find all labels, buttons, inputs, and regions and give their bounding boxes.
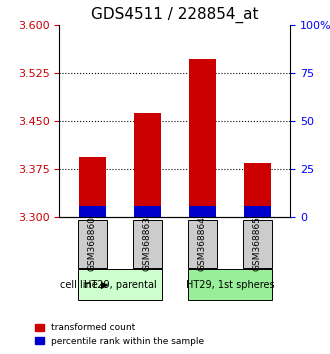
Bar: [189, 59, 216, 217]
FancyBboxPatch shape: [78, 269, 162, 300]
Text: HT29, parental: HT29, parental: [83, 280, 156, 290]
FancyBboxPatch shape: [187, 220, 217, 268]
Text: GSM368865: GSM368865: [253, 216, 262, 271]
Bar: [244, 206, 271, 217]
Bar: [79, 158, 106, 217]
Text: cell line ▶: cell line ▶: [60, 280, 109, 290]
Bar: [189, 206, 216, 217]
Title: GDS4511 / 228854_at: GDS4511 / 228854_at: [91, 7, 259, 23]
FancyBboxPatch shape: [187, 269, 272, 300]
Bar: [244, 162, 271, 217]
Text: GSM368864: GSM368864: [198, 216, 207, 271]
FancyBboxPatch shape: [78, 220, 107, 268]
Text: GSM368860: GSM368860: [88, 216, 97, 271]
FancyBboxPatch shape: [243, 220, 272, 268]
Bar: [134, 206, 161, 217]
Text: HT29, 1st spheres: HT29, 1st spheres: [185, 280, 274, 290]
Bar: [134, 113, 161, 217]
Legend: transformed count, percentile rank within the sample: transformed count, percentile rank withi…: [31, 320, 208, 349]
Text: GSM368863: GSM368863: [143, 216, 152, 271]
Bar: [79, 206, 106, 217]
FancyBboxPatch shape: [133, 220, 162, 268]
